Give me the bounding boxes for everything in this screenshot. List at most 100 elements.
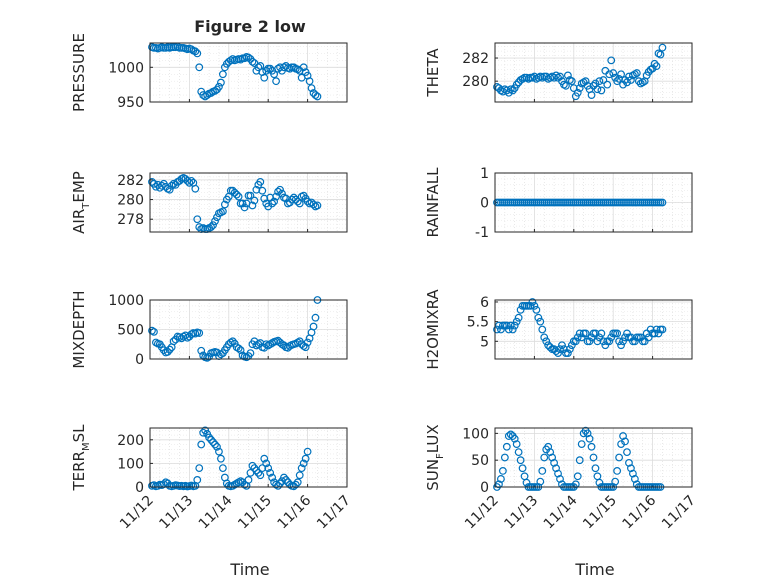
data-point [516,305,525,314]
data-point [238,199,247,208]
data-point [621,333,629,342]
data-point [563,71,572,80]
data-point [280,473,288,482]
subplot-pressure: 950 1000 PRESSURE [70,33,348,112]
data-point [540,453,549,462]
data-point [575,456,584,465]
data-point [625,458,633,467]
axes-box [494,427,693,488]
data-point [195,63,204,72]
data-point [220,200,229,209]
data-point [163,348,172,356]
y-tick-label: 282 [462,51,489,67]
data-point [611,477,620,486]
data-point [159,346,168,355]
data-point [211,217,219,226]
data-point [244,53,253,62]
data-point [629,469,637,478]
data-point [211,86,219,95]
y-axis-label: THETA [424,48,442,98]
figure-title: Figure 2 low [194,17,306,36]
data-point [301,343,310,352]
y-tick-label: 0 [480,480,489,496]
data-point [278,189,286,198]
data-point [258,464,267,473]
data-point [254,468,263,477]
data-point [266,64,275,73]
data-point [554,349,562,358]
data-point [577,440,586,448]
data-point [577,333,586,342]
data-point [502,86,511,95]
subplot-h2omixra: 5 5.5 6 H2OMIXRA [424,289,693,370]
data-point [187,45,196,54]
data-point [605,337,614,346]
data-point [632,69,641,77]
y-tick-label: 1000 [108,293,144,309]
data-point [530,72,539,81]
axes-box [149,42,348,103]
data-point [534,313,543,322]
data-point [548,453,557,462]
data-point [587,333,596,342]
data-point [562,81,570,90]
data-point [613,467,622,475]
data-point [646,325,655,334]
data-point [311,313,320,322]
data-point [658,198,667,207]
data-point [228,55,237,63]
data-point [303,197,312,206]
data-point [211,440,219,449]
data-point [297,464,306,473]
data-point [597,329,606,338]
data-point [554,469,562,478]
data-point [605,70,614,79]
data-point [510,434,519,443]
data-point [542,337,551,346]
data-point [512,80,521,89]
x-axis-label-right: Time [574,560,614,579]
data-point [544,442,553,451]
data-point [508,86,517,95]
data-point [556,72,564,81]
data-point [185,178,194,187]
data-point [587,442,596,451]
data-point [157,181,166,190]
data-point [246,191,255,200]
axes-box [494,172,693,233]
data-point [546,448,555,457]
data-point [516,456,525,465]
data-point [581,77,590,86]
data-point [512,317,521,326]
y-tick-label: 0 [135,352,144,368]
data-point [595,478,604,487]
data-point [289,63,298,72]
axes-box [149,299,348,360]
axes-box [149,427,348,488]
data-point [508,325,517,334]
data-point [193,215,202,224]
data-point [205,433,214,442]
x-tick-label: 11/16 [620,492,660,532]
data-point [563,349,572,358]
y-tick-label: 0 [480,196,489,212]
data-point [280,341,288,350]
data-point [295,471,304,480]
data-point [197,440,206,449]
data-point [197,346,206,355]
data-point [502,321,511,330]
data-point [652,62,661,71]
data-point [209,221,217,230]
y-tick-label: 50 [471,453,489,469]
data-point [650,329,659,338]
data-point [623,448,631,457]
data-point [215,447,223,456]
data-point [536,317,545,326]
data-point [313,201,322,210]
data-point [510,321,519,330]
data-point [642,329,651,338]
data-point [244,476,253,484]
data-point [191,47,200,56]
data-point [262,66,271,75]
